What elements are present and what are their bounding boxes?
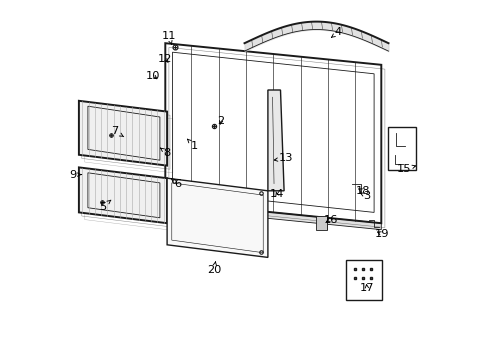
Polygon shape — [165, 202, 381, 230]
Text: 15: 15 — [396, 164, 415, 174]
Polygon shape — [79, 167, 167, 223]
Text: 14: 14 — [269, 189, 284, 199]
Text: 17: 17 — [359, 283, 373, 293]
FancyBboxPatch shape — [346, 260, 381, 300]
Text: 5: 5 — [99, 200, 111, 212]
Text: 7: 7 — [111, 126, 123, 137]
Text: 18: 18 — [355, 186, 369, 196]
Polygon shape — [267, 90, 284, 191]
Text: 13: 13 — [274, 153, 292, 163]
Text: 1: 1 — [187, 139, 197, 151]
Text: 4: 4 — [331, 27, 341, 37]
Text: 6: 6 — [171, 179, 181, 189]
Polygon shape — [167, 178, 267, 257]
FancyBboxPatch shape — [387, 127, 415, 170]
Text: 8: 8 — [160, 148, 170, 158]
Text: 2: 2 — [217, 116, 224, 126]
Text: 3: 3 — [360, 191, 370, 201]
Text: 16: 16 — [323, 215, 337, 225]
Polygon shape — [316, 216, 326, 230]
Text: 11: 11 — [162, 31, 176, 44]
Text: 19: 19 — [374, 229, 388, 239]
Text: 20: 20 — [206, 262, 221, 275]
Text: 10: 10 — [145, 71, 160, 81]
Polygon shape — [79, 101, 167, 166]
Text: 12: 12 — [158, 54, 172, 64]
Text: 9: 9 — [69, 170, 81, 180]
